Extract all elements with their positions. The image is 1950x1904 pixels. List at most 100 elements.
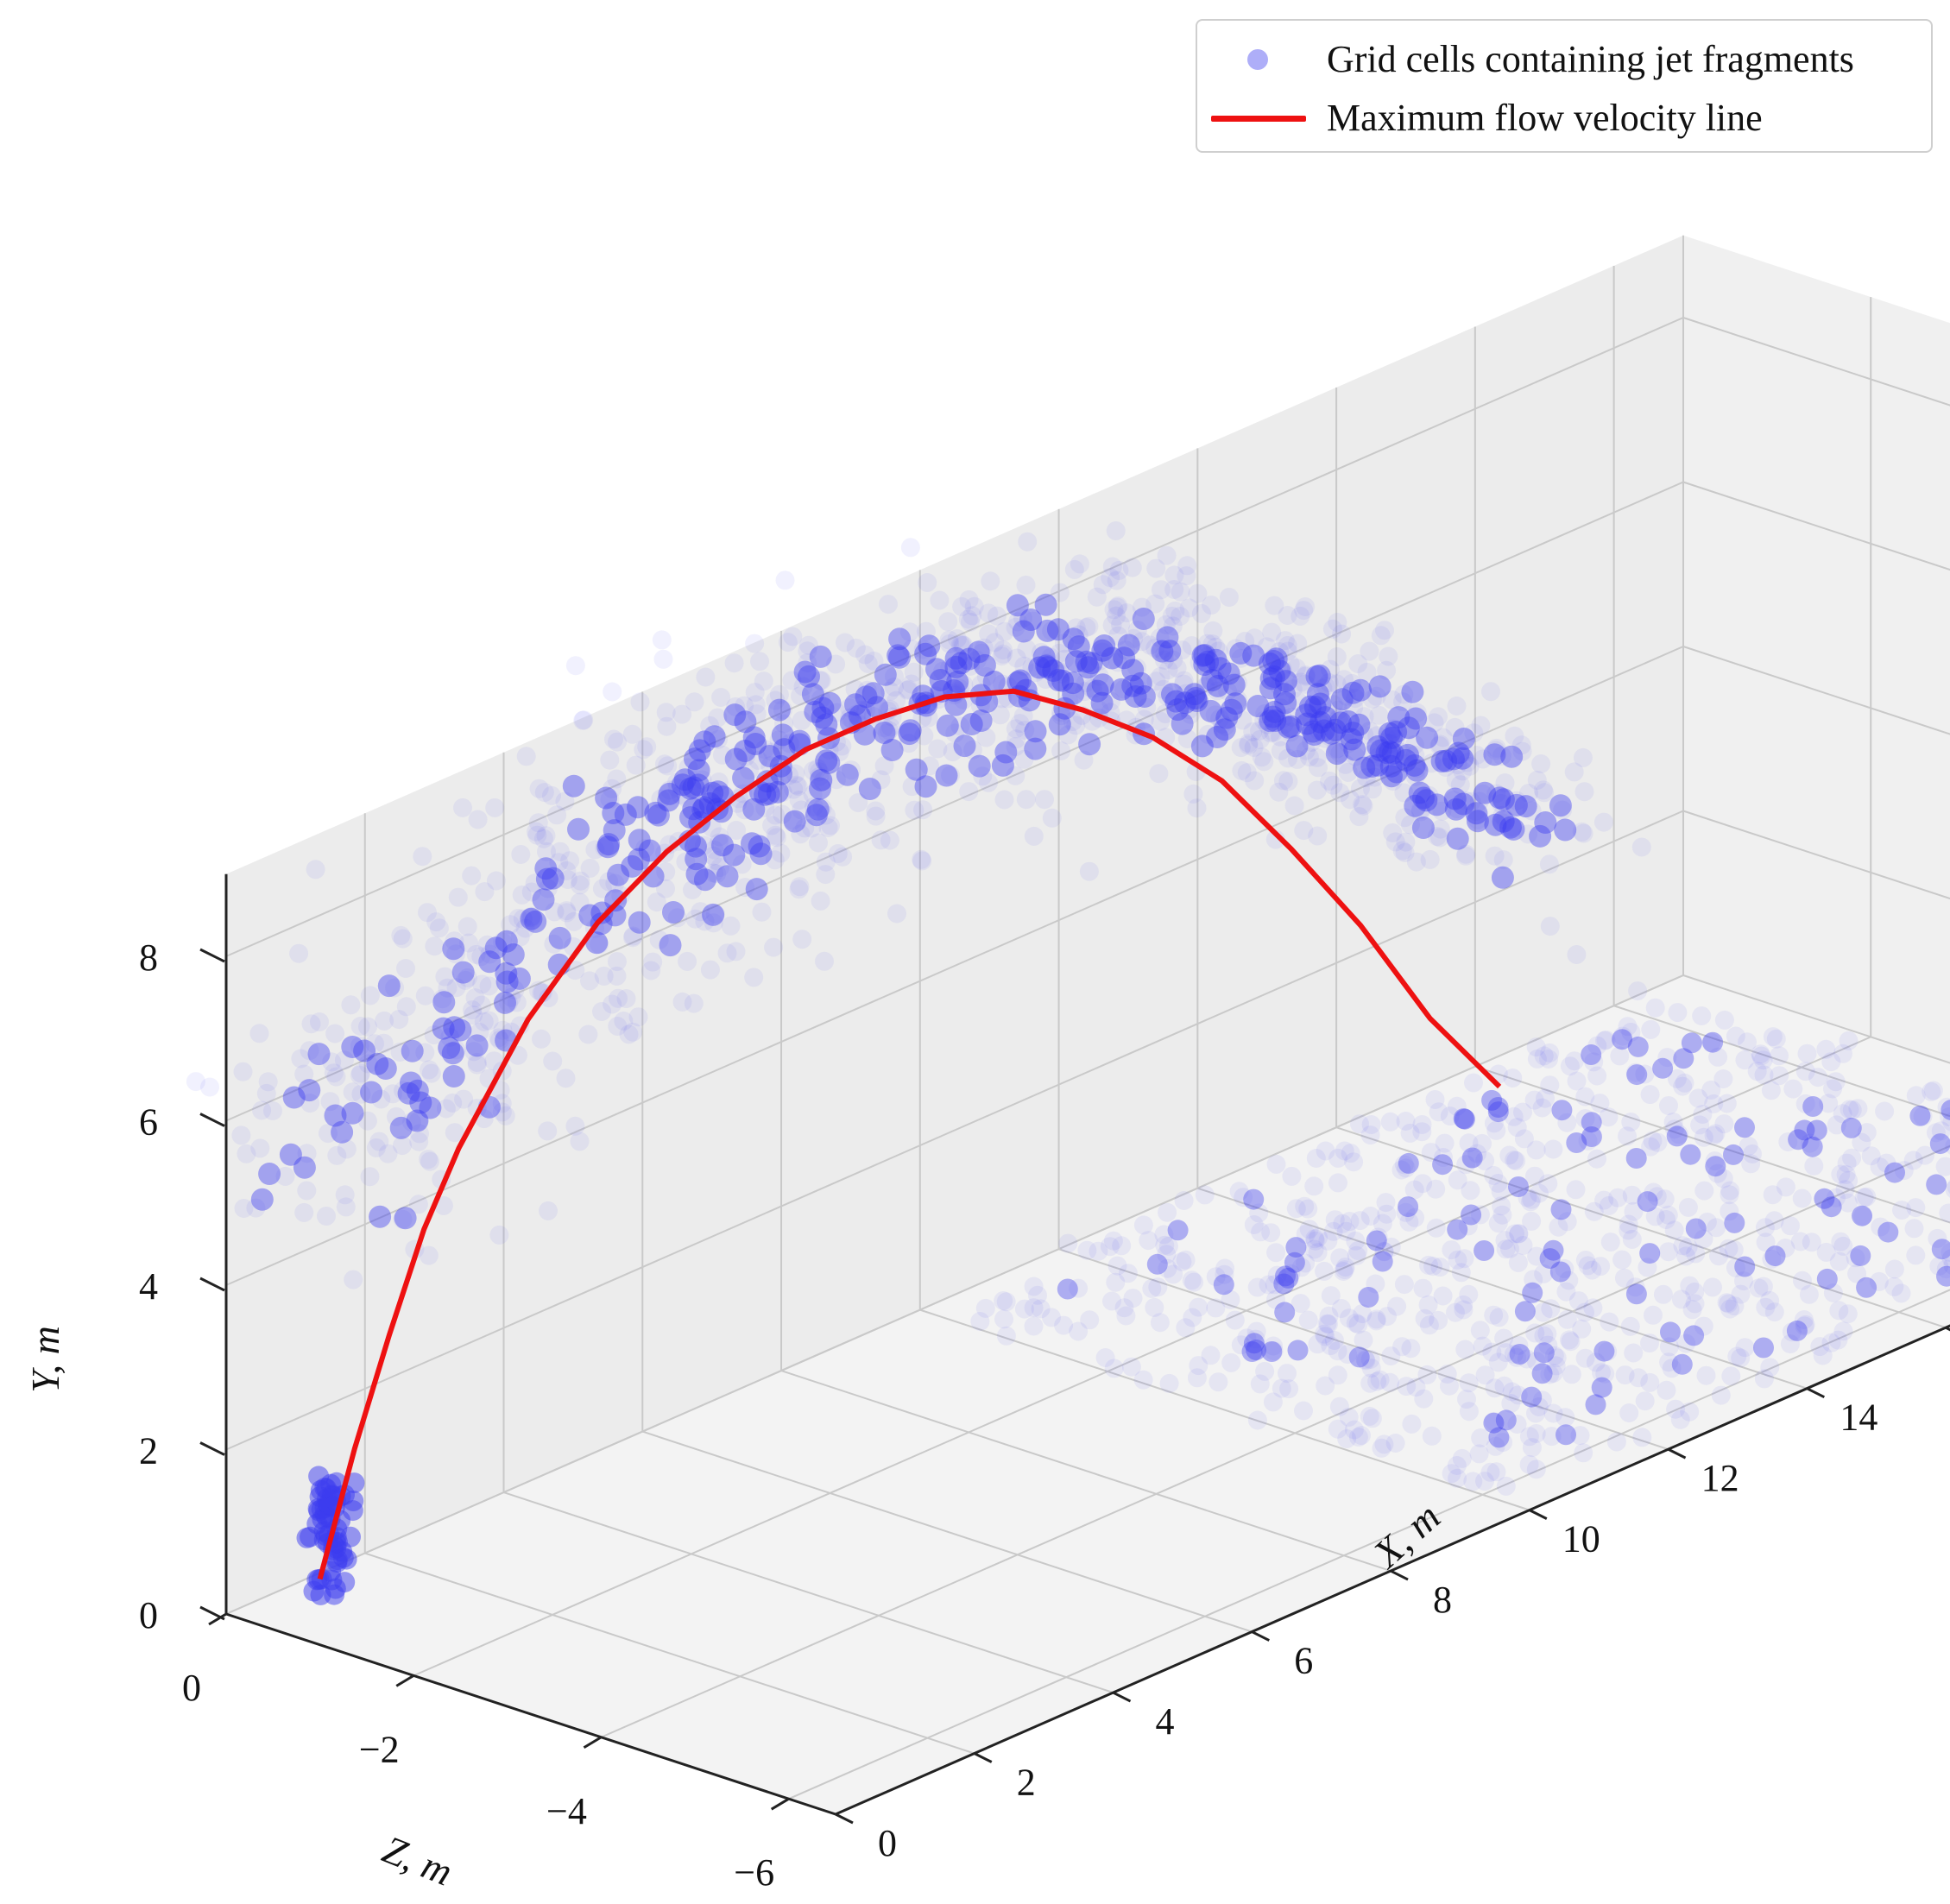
scatter-point xyxy=(1133,1370,1153,1390)
scatter-point xyxy=(698,792,722,815)
scatter-point xyxy=(1484,1165,1504,1185)
scatter-point xyxy=(1430,750,1454,772)
scatter-point xyxy=(502,943,525,966)
scatter-point xyxy=(783,810,806,833)
scatter-point xyxy=(297,1181,317,1201)
scatter-point xyxy=(755,798,775,817)
scatter-point xyxy=(1031,1299,1051,1319)
x-tick-mark xyxy=(1529,1509,1548,1520)
scatter-point xyxy=(1915,1145,1934,1165)
scatter-point xyxy=(1581,1044,1602,1065)
scatter-point xyxy=(1625,1062,1645,1082)
scatter-point xyxy=(1491,793,1511,813)
scatter-point xyxy=(1145,638,1165,658)
scatter-point xyxy=(1280,654,1300,674)
scatter-point xyxy=(406,1109,429,1132)
scatter-point xyxy=(1213,718,1236,741)
scatter-point xyxy=(1847,1264,1867,1283)
scatter-point xyxy=(1070,554,1089,574)
scatter-point xyxy=(1591,1377,1612,1398)
scatter-point xyxy=(600,790,620,810)
scatter-point xyxy=(1397,1377,1417,1396)
scatter-point xyxy=(1474,781,1497,804)
scatter-point xyxy=(1363,690,1382,709)
scatter-point xyxy=(1813,1346,1833,1365)
scatter-point xyxy=(1114,1298,1134,1318)
scatter-point xyxy=(1945,1181,1950,1198)
scatter-point xyxy=(771,843,791,863)
scatter-point xyxy=(350,1017,370,1036)
scatter-point xyxy=(1360,1207,1380,1226)
scatter-point xyxy=(788,729,811,753)
scatter-point xyxy=(1137,697,1157,717)
scatter-point xyxy=(1328,1419,1347,1439)
scatter-point xyxy=(1447,1096,1467,1116)
scatter-point xyxy=(1839,1170,1858,1190)
scatter-point xyxy=(358,1054,378,1074)
scatter-point xyxy=(369,1132,389,1151)
scatter-point xyxy=(793,660,817,684)
scatter-point xyxy=(307,1043,331,1066)
scatter-point xyxy=(1471,716,1491,735)
scatter-point xyxy=(436,1099,456,1119)
scatter-point xyxy=(1177,556,1197,576)
scatter-point xyxy=(1640,1333,1659,1353)
scatter-point xyxy=(521,908,541,928)
scatter-point xyxy=(1454,1295,1474,1315)
scatter-point xyxy=(1380,765,1403,788)
scatter-point xyxy=(1473,1336,1492,1356)
scatter-point xyxy=(1508,1385,1528,1405)
scatter-point xyxy=(1584,1201,1604,1221)
scatter-point xyxy=(985,633,1005,653)
scatter-point xyxy=(1475,1365,1495,1385)
scatter-point xyxy=(438,1037,461,1059)
scatter-point xyxy=(1177,566,1196,586)
scatter-point xyxy=(1823,1079,1842,1099)
scatter-point xyxy=(1495,1409,1517,1431)
scatter-point xyxy=(1156,615,1176,634)
scatter-point xyxy=(1526,1140,1546,1160)
scatter-point xyxy=(408,1195,428,1214)
y-tick-label: 8 xyxy=(139,936,158,979)
scatter-point xyxy=(1321,1286,1341,1306)
scatter-point xyxy=(1023,611,1043,631)
scatter-point xyxy=(365,1034,384,1054)
scatter-point xyxy=(499,993,519,1012)
scatter-point xyxy=(1407,759,1427,779)
scatter-point xyxy=(1657,1380,1676,1400)
scatter-point xyxy=(1596,1030,1616,1050)
scatter-point xyxy=(297,1144,317,1163)
scatter-point xyxy=(918,634,941,658)
scatter-point xyxy=(1183,683,1206,706)
scatter-point xyxy=(1458,753,1477,772)
scatter-point xyxy=(1335,725,1354,745)
scatter-point xyxy=(1354,796,1373,816)
scatter-point xyxy=(1405,1207,1425,1227)
scatter-point xyxy=(880,830,899,850)
scatter-point xyxy=(1694,1229,1713,1249)
scatter-point xyxy=(1264,1341,1284,1361)
scatter-point xyxy=(804,700,827,723)
scatter-point xyxy=(1335,1260,1354,1280)
scatter-point xyxy=(574,710,594,730)
scatter-point xyxy=(1314,1324,1334,1344)
scatter-point xyxy=(1513,1102,1532,1122)
scatter-point xyxy=(1116,640,1135,660)
scatter-point xyxy=(1227,690,1247,709)
scatter-point xyxy=(1102,557,1122,577)
scatter-point xyxy=(1380,734,1400,753)
scatter-point xyxy=(810,766,830,786)
scatter-point xyxy=(1814,1188,1835,1209)
scatter-point xyxy=(1151,711,1171,731)
scatter-point xyxy=(1343,738,1366,761)
scatter-point xyxy=(1268,659,1291,683)
scatter-point xyxy=(953,734,976,758)
scatter-point xyxy=(1181,704,1201,724)
scatter-point xyxy=(1486,741,1505,760)
scatter-point xyxy=(1709,1246,1729,1266)
scatter-point xyxy=(1231,648,1251,668)
scatter-point xyxy=(1668,1003,1688,1023)
scatter-point xyxy=(792,710,811,730)
scatter-point xyxy=(1755,1218,1775,1238)
scatter-point xyxy=(1261,1223,1281,1243)
